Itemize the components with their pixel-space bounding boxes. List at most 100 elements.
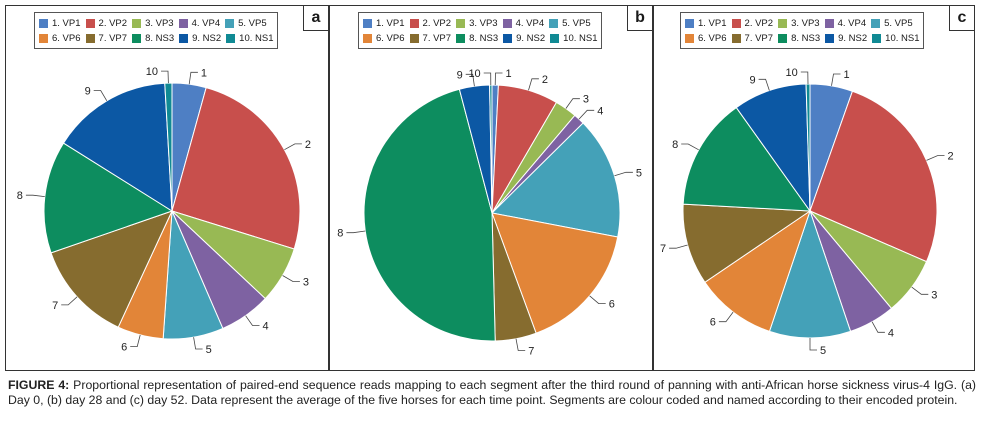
pie-slice-2 (809, 90, 938, 263)
leader-line-9 (465, 73, 475, 87)
legend-swatch (409, 19, 419, 28)
pie-slice-6 (704, 209, 811, 332)
pie-slice-8 (682, 106, 812, 212)
legend-item: 6. VP6 (685, 31, 727, 46)
pie-slice-9 (62, 82, 173, 212)
slice-label-4: 4 (888, 327, 894, 339)
pie-slice-7 (682, 203, 812, 283)
legend-swatch (871, 19, 881, 28)
slice-label-4: 4 (263, 321, 269, 333)
legend-item: 8. NS3 (132, 31, 174, 46)
legend-item: 10. NS1 (872, 31, 919, 46)
slice-label-7: 7 (528, 346, 534, 358)
pie-panel-a: 1 2 3 4 5 6 7 8 9 10 1. VP1 2. VP2 3. VP3 4. VP4 5. V… (5, 5, 329, 371)
leader-line-6 (589, 295, 606, 305)
legend-item: 4. VP4 (502, 16, 544, 31)
leader-line-10 (800, 71, 809, 85)
legend-label: 9. NS2 (192, 33, 222, 44)
slice-label-5: 5 (636, 167, 642, 179)
legend-item: 10. NS1 (550, 31, 597, 46)
leader-line-5 (193, 337, 203, 350)
leader-line-2 (528, 78, 539, 91)
legend-swatch (456, 19, 466, 28)
legend-swatch (778, 34, 788, 43)
legend-label: 5. VP5 (562, 18, 591, 29)
legend-swatch (824, 19, 834, 28)
pie-slice-10 (489, 84, 493, 214)
legend-item: 5. VP5 (225, 16, 267, 31)
leader-line-4 (871, 321, 885, 333)
leader-line-4 (245, 315, 260, 326)
legend-label: 5. VP5 (238, 18, 267, 29)
leader-line-3 (565, 98, 580, 109)
figure-caption: FIGURE 4: Proportional representation of… (8, 378, 976, 408)
legend-row: 6. VP6 7. VP7 8. NS3 9. NS2 10. NS1 (685, 31, 919, 46)
legend-swatch (132, 34, 142, 43)
legend-item: 1. VP1 (39, 16, 81, 31)
slice-label-6: 6 (710, 317, 716, 329)
slice-label-9: 9 (749, 74, 755, 86)
slice-label-7: 7 (52, 300, 58, 312)
pie-chart-a: 1 2 3 4 5 6 7 8 9 10 (17, 66, 311, 356)
legend-row: 1. VP1 2. VP2 3. VP3 4. VP4 5. VP5 (685, 16, 919, 31)
leader-line-1 (831, 73, 841, 86)
legend-item: 7. VP7 (731, 31, 773, 46)
figure: 1 2 3 4 5 6 7 8 9 10 1. VP1 2. VP2 3. VP3 4. VP4 5. V… (5, 5, 975, 371)
leader-line-2 (926, 155, 945, 161)
slice-label-6: 6 (121, 342, 127, 354)
pie-slice-7 (50, 210, 173, 328)
legend-swatch (409, 34, 419, 43)
legend-row: 1. VP1 2. VP2 3. VP3 4. VP4 5. VP5 (39, 16, 273, 31)
legend-label: 10. NS1 (563, 33, 598, 44)
leader-line-6 (130, 334, 141, 348)
leader-line-3 (282, 275, 300, 282)
legend-swatch (685, 19, 694, 28)
legend-swatch (178, 19, 188, 28)
pie-chart-b: 1 2 34 5 6 7 8 9 10 (337, 68, 642, 358)
legend-label: 4. VP4 (837, 18, 867, 29)
panel-letter-b: b (627, 5, 653, 31)
legend-swatch (502, 19, 512, 28)
legend-label: 1. VP1 (698, 18, 727, 29)
legend-swatch (179, 34, 189, 43)
slice-label-10: 10 (468, 68, 480, 80)
legend-swatch (85, 34, 95, 43)
legend-item: 1. VP1 (363, 16, 405, 31)
slice-label-7: 7 (660, 243, 666, 255)
leader-line-5 (614, 171, 633, 177)
legend-label: 10. NS1 (239, 33, 274, 44)
legend-item: 6. VP6 (39, 31, 81, 46)
legend-label: 3. VP3 (469, 18, 498, 29)
leader-line-8 (681, 143, 699, 151)
leader-line-8 (25, 194, 45, 197)
caption-text: Proportional representation of paired-en… (8, 378, 977, 407)
legend-swatch (85, 19, 95, 28)
leader-line-1 (188, 71, 198, 85)
slice-label-8: 8 (672, 139, 678, 151)
legend-item: 5. VP5 (871, 16, 913, 31)
slice-label-1: 1 (201, 67, 207, 79)
slice-label-9: 9 (457, 69, 463, 81)
legend-swatch (363, 19, 372, 28)
leader-line-3 (911, 286, 929, 295)
legend-label: 10. NS1 (885, 33, 920, 44)
legend-item: 2. VP2 (85, 16, 127, 31)
pie-slice-2 (171, 87, 301, 250)
leader-line-7 (515, 338, 526, 351)
legend-item: 5. VP5 (549, 16, 591, 31)
legend-swatch (39, 19, 48, 28)
legend-swatch (825, 34, 835, 43)
slice-label-5: 5 (820, 345, 826, 357)
legend-item: 8. NS3 (778, 31, 820, 46)
leader-line-10 (161, 70, 169, 84)
legend-item: 4. VP4 (178, 16, 220, 31)
pie-panel-b: 1 2 3 4 5 6 7 8 9 10 1. VP1 2. VP2 3. VP3 4. VP4 5. V… (329, 5, 653, 371)
legend-c: 1. VP1 2. VP2 3. VP3 4. VP4 5. VP5 6. VP6 7. V… (680, 12, 925, 49)
legend-label: 3. VP3 (145, 18, 174, 29)
legend-label: 8. NS3 (145, 33, 175, 44)
legend-swatch (872, 34, 882, 43)
slice-label-6: 6 (609, 299, 615, 311)
slice-label-4: 4 (597, 105, 603, 117)
leader-line-1 (494, 72, 503, 86)
legend-label: 3. VP3 (791, 18, 820, 29)
